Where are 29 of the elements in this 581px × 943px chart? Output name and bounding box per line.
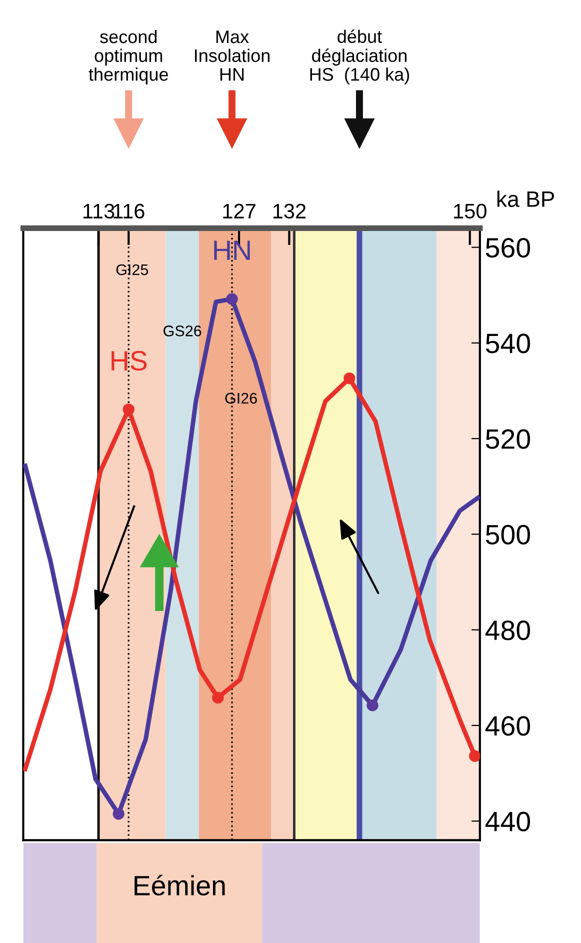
y-tick-label: 440 — [485, 812, 530, 832]
series-label: HN — [214, 240, 250, 260]
y-tick-label: 560 — [486, 238, 530, 258]
point — [366, 700, 378, 712]
annotation: GI26 — [225, 392, 257, 404]
series-label: HS — [112, 350, 147, 371]
x-tick-label: 116 — [114, 204, 144, 219]
y-tick-label: 500 — [486, 524, 530, 545]
y-tick-label: 540 — [486, 334, 530, 354]
x-tick-label: 113 — [83, 204, 114, 219]
x-tick-label: 150 — [454, 204, 486, 219]
annotation: GS26 — [164, 326, 202, 336]
point — [226, 293, 238, 305]
annotation: GI25 — [116, 264, 148, 276]
x-tick-label: 132 — [273, 204, 306, 219]
point — [212, 692, 224, 704]
point — [344, 372, 356, 384]
y-tick-label: 480 — [485, 620, 530, 640]
y-tick-label: 520 — [486, 429, 530, 449]
y-tick-label: 460 — [485, 716, 530, 736]
text: début déglaciation HS (140 ka) — [310, 30, 410, 84]
text: second optimum thermique — [88, 30, 168, 84]
text: Max Insolation HN — [195, 30, 270, 81]
x-tick-label: 127 — [223, 204, 256, 218]
point — [469, 750, 480, 762]
point — [112, 808, 124, 820]
text: Eémien — [134, 874, 225, 896]
point — [122, 404, 134, 416]
x-axis-title: ka BP — [497, 190, 554, 208]
